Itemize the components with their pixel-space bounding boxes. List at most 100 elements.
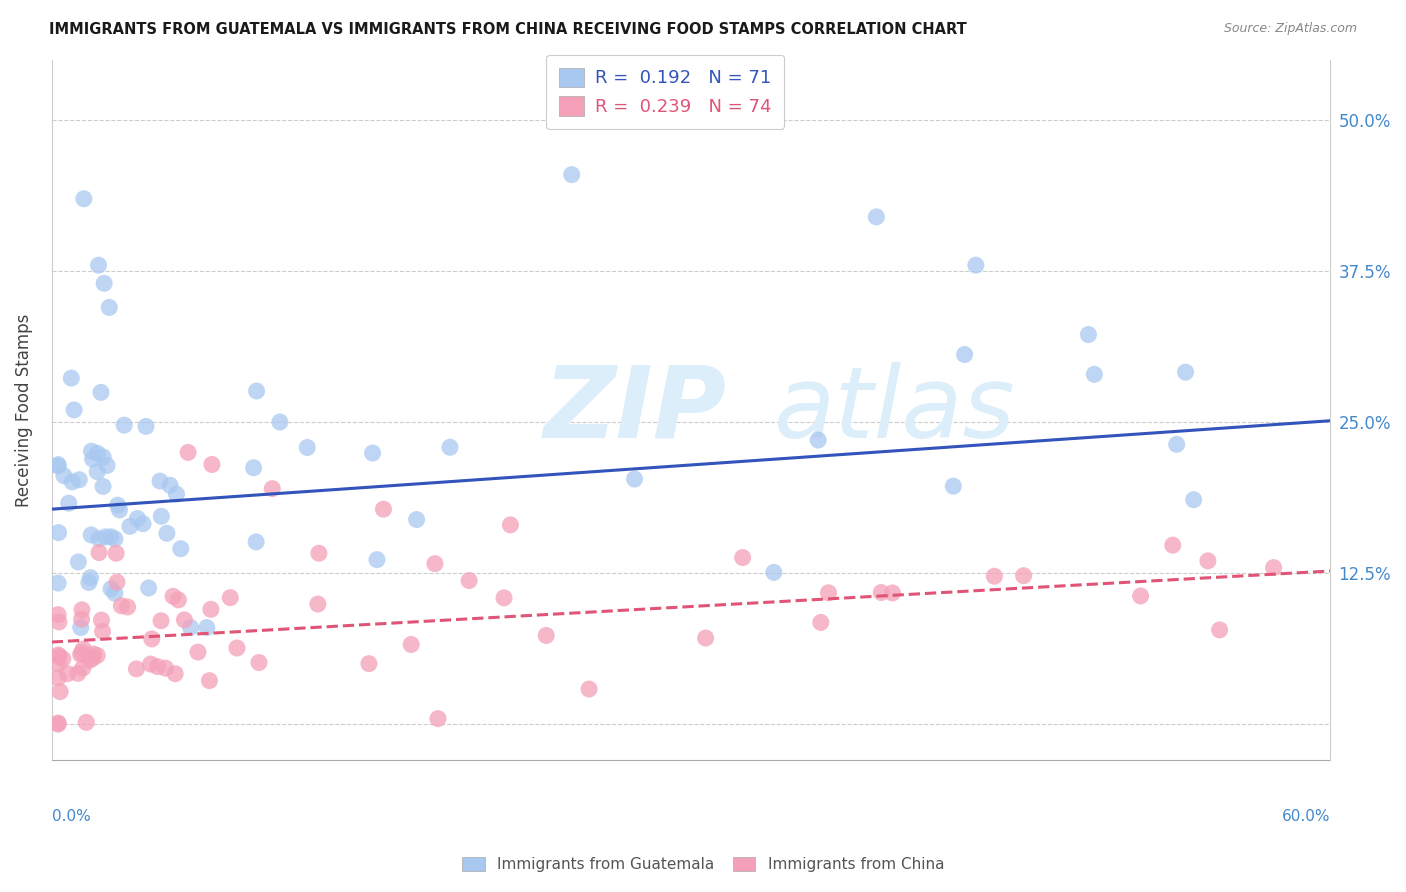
Point [46,576,69,591]
Point [499,517,522,532]
Point [46,657,69,671]
Point [52,468,75,483]
Point [80,444,103,458]
Point [458,574,481,588]
Point [107,498,129,512]
Point [139,657,162,671]
Point [91,450,114,464]
Point [150,614,173,628]
Point [166,487,188,501]
Point [70,603,93,617]
Point [48,525,70,540]
Point [91,479,114,493]
Point [87,545,110,559]
Point [247,656,270,670]
Point [89,532,111,546]
Point [141,632,163,646]
Point [86,648,108,663]
Point [534,628,557,642]
Point [117,599,139,614]
Point [79,653,101,667]
Point [807,433,830,447]
Point [297,441,319,455]
Point [177,445,200,459]
Point [94,530,117,544]
Point [226,640,249,655]
Point [100,582,122,596]
Point [269,415,291,429]
Point [492,591,515,605]
Point [86,446,108,460]
Point [195,621,218,635]
Point [695,631,717,645]
Point [173,613,195,627]
Point [79,571,101,585]
Point [307,597,329,611]
Point [1174,365,1197,379]
Text: IMMIGRANTS FROM GUATEMALA VS IMMIGRANTS FROM CHINA RECEIVING FOOD STAMPS CORRELA: IMMIGRANTS FROM GUATEMALA VS IMMIGRANTS … [49,22,967,37]
Point [100,530,122,544]
Point [86,465,108,479]
Legend: Immigrants from Guatemala, Immigrants from China: Immigrants from Guatemala, Immigrants fr… [454,849,952,880]
Point [90,385,112,400]
Point [46,717,69,731]
Point [200,602,222,616]
Legend: R =  0.192   N = 71, R =  0.239   N = 74: R = 0.192 N = 71, R = 0.239 N = 74 [547,55,785,129]
Point [965,258,987,272]
Point [112,418,135,433]
Point [155,661,177,675]
Point [439,440,461,454]
Point [72,661,94,675]
Point [1083,368,1105,382]
Point [942,479,965,493]
Point [48,649,70,664]
Point [361,446,384,460]
Point [146,659,169,673]
Point [1129,589,1152,603]
Point [1012,568,1035,582]
Point [201,458,224,472]
Point [110,599,132,613]
Point [366,552,388,566]
Point [138,581,160,595]
Point [1161,538,1184,552]
Point [46,648,69,662]
Point [104,532,127,546]
Point [865,210,887,224]
Point [405,512,427,526]
Point [46,716,69,731]
Point [132,516,155,531]
Point [60,371,83,385]
Point [1208,623,1230,637]
Point [83,647,105,661]
Point [561,168,583,182]
Text: Source: ZipAtlas.com: Source: ZipAtlas.com [1223,22,1357,36]
Point [149,474,172,488]
Point [98,301,121,315]
Point [108,503,131,517]
Point [167,592,190,607]
Point [80,528,103,542]
Point [46,607,69,622]
Point [58,496,80,510]
Point [423,557,446,571]
Point [63,403,86,417]
Text: ZIP: ZIP [544,361,727,458]
Point [219,591,242,605]
Point [170,541,193,556]
Point [49,684,72,698]
Point [67,473,90,487]
Point [762,566,785,580]
Point [245,534,267,549]
Point [118,519,141,533]
Point [69,621,91,635]
Point [52,652,75,666]
Text: 60.0%: 60.0% [1281,809,1330,824]
Point [983,569,1005,583]
Point [73,192,96,206]
Point [817,586,839,600]
Point [77,575,100,590]
Text: atlas: atlas [773,361,1015,458]
Y-axis label: Receiving Food Stamps: Receiving Food Stamps [15,313,32,507]
Point [1263,560,1285,574]
